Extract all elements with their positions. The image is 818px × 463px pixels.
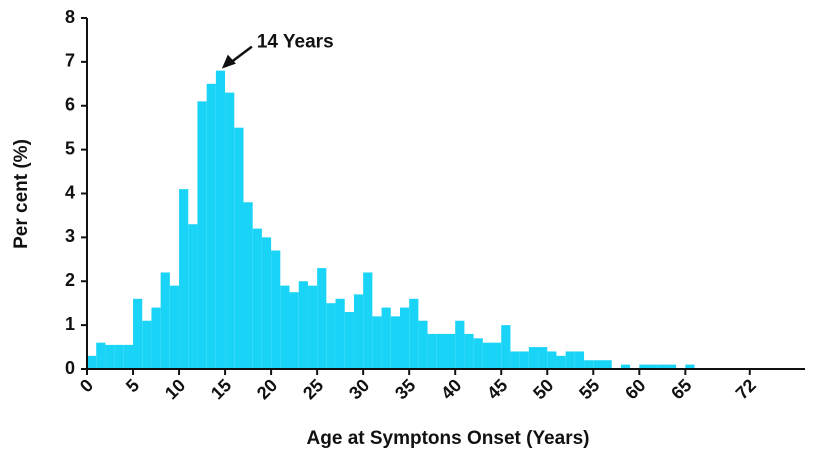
bar [464, 333, 474, 369]
y-tick-label: 6 [65, 95, 75, 115]
bar [381, 307, 391, 369]
bar [639, 364, 649, 369]
bar [574, 351, 585, 369]
x-tick-label: 35 [391, 375, 419, 403]
y-tick-label: 1 [65, 314, 75, 334]
bar [105, 344, 115, 369]
bar [215, 70, 226, 370]
bar [418, 320, 428, 369]
bar [326, 303, 336, 369]
x-tick-label: 5 [122, 375, 143, 396]
bar [556, 355, 566, 369]
bar [353, 294, 364, 369]
x-tick-label: 20 [253, 375, 281, 403]
bar [363, 272, 373, 369]
bar [96, 342, 106, 369]
bar [436, 333, 446, 369]
bar [160, 272, 170, 369]
x-tick-label: 65 [667, 375, 695, 403]
bar [188, 224, 198, 369]
x-tick-label: 50 [529, 375, 557, 403]
x-tick-label: 55 [575, 375, 603, 403]
bar [492, 342, 502, 369]
bar [234, 127, 244, 369]
bar [252, 228, 262, 369]
bar [133, 298, 143, 369]
y-tick-label: 8 [65, 7, 75, 27]
bar [289, 292, 299, 369]
bar [271, 250, 281, 369]
bar [225, 92, 235, 370]
x-tick-label: 25 [299, 375, 327, 403]
y-tick-label: 0 [65, 358, 75, 378]
bar [685, 364, 695, 369]
bar [142, 320, 152, 369]
bar [666, 364, 677, 369]
bar [344, 311, 354, 369]
x-tick-label: 72 [732, 375, 760, 403]
bar [427, 333, 437, 369]
x-tick-label: 0 [76, 375, 97, 396]
bar [243, 202, 253, 369]
y-tick-label: 5 [65, 138, 75, 158]
x-tick-label: 40 [437, 375, 465, 403]
y-tick-label: 4 [65, 182, 75, 202]
annotation: 14 Years [257, 32, 334, 53]
bar [206, 83, 216, 369]
bar [620, 364, 631, 369]
bar [335, 298, 345, 369]
bar [307, 285, 318, 369]
bar [538, 347, 548, 369]
bar [151, 307, 161, 369]
bar [179, 189, 189, 369]
bar [317, 268, 327, 369]
bar [528, 347, 539, 369]
bar [114, 344, 124, 369]
x-axis-label: Age at Symptons Onset (Years) [307, 428, 590, 449]
bar [501, 325, 511, 369]
bar [648, 364, 658, 369]
bar [280, 285, 290, 369]
bar [473, 338, 483, 369]
bar [123, 344, 134, 369]
y-tick-label: 2 [65, 270, 75, 290]
y-axis-label: Per cent (%) [11, 139, 32, 249]
bar [390, 316, 400, 369]
bar [409, 298, 419, 369]
bar [657, 364, 667, 369]
annotation-arrowhead [221, 54, 236, 69]
bar [261, 237, 272, 369]
x-tick-label: 60 [621, 375, 649, 403]
bar [547, 351, 557, 369]
bar [87, 355, 97, 369]
bar [455, 320, 465, 369]
bar [519, 351, 529, 369]
bar [482, 342, 493, 369]
y-tick-label: 3 [65, 226, 75, 246]
bar [446, 333, 456, 369]
x-tick-label: 30 [345, 375, 373, 403]
x-tick-label: 45 [483, 375, 511, 403]
bar [510, 351, 520, 369]
bar [584, 360, 594, 369]
y-tick-label: 7 [65, 51, 75, 71]
bar [593, 360, 603, 369]
x-tick-label: 10 [161, 375, 189, 403]
bar [399, 307, 410, 369]
bar [602, 360, 612, 369]
bar [197, 101, 207, 370]
x-tick-label: 15 [207, 375, 235, 403]
bar [169, 285, 180, 369]
bar [372, 316, 382, 369]
bar [298, 281, 308, 369]
bar [565, 351, 575, 369]
